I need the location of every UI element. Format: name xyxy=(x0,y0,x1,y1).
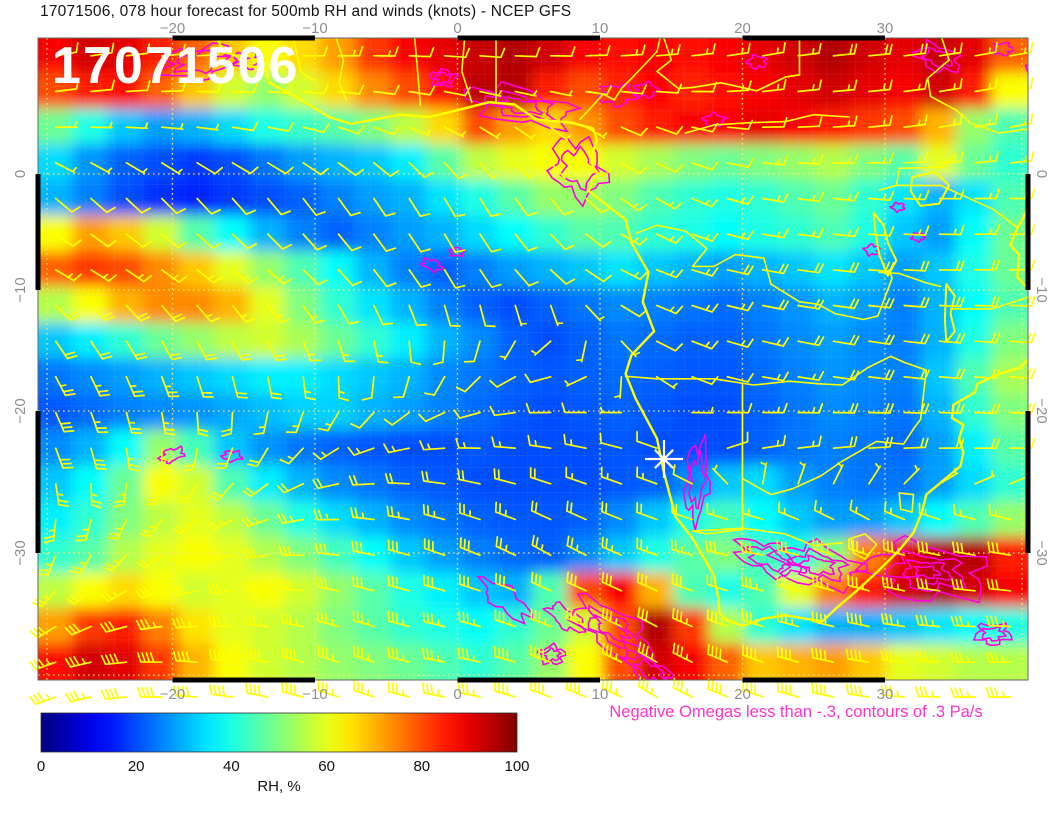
colorbar-tick-label: 80 xyxy=(413,758,430,775)
colorbar-tick-label: 20 xyxy=(128,758,145,775)
lat-tick-label-left: −10 xyxy=(12,277,29,302)
lat-tick-label-right: −10 xyxy=(1033,277,1050,302)
lon-tick-label-top: 30 xyxy=(877,20,894,37)
colorbar-tick-label: 40 xyxy=(223,758,240,775)
lon-tick-label-top: −20 xyxy=(160,20,185,37)
colorbar xyxy=(40,712,518,753)
colorbar-labels: 0 20 40 60 80 100 RH, % xyxy=(37,758,530,795)
lon-tick-label-bottom: −10 xyxy=(302,686,327,703)
lon-tick-label-bottom: 30 xyxy=(877,686,894,703)
site-marker-star xyxy=(645,440,683,478)
map-border-segments xyxy=(35,35,1031,683)
lon-tick-label-top: 20 xyxy=(734,20,751,37)
lat-tick-label-right: 0 xyxy=(1033,170,1050,178)
lon-tick-label-bottom: 10 xyxy=(592,686,609,703)
colorbar-title: RH, % xyxy=(257,778,300,795)
lon-tick-label-bottom: −20 xyxy=(160,686,185,703)
lat-tick-label-left: −20 xyxy=(12,398,29,423)
chart-title: 17071506, 078 hour forecast for 500mb RH… xyxy=(40,3,572,20)
colorbar-tick-label: 100 xyxy=(504,758,529,775)
run-timestamp-overlay: 17071506 xyxy=(52,37,300,95)
omega-annotation: Negative Omegas less than -.3, contours … xyxy=(609,703,983,721)
omega-contour-layer xyxy=(150,38,1028,680)
lon-tick-label-top: 10 xyxy=(592,20,609,37)
lon-tick-label-top: 0 xyxy=(453,20,461,37)
lon-tick-label-top: −10 xyxy=(302,20,327,37)
lat-tick-label-right: −30 xyxy=(1033,540,1050,565)
lon-tick-label-bottom: 0 xyxy=(453,686,461,703)
colorbar-tick-label: 60 xyxy=(318,758,335,775)
wind-barb-layer xyxy=(29,41,1036,706)
lat-tick-label-right: −20 xyxy=(1033,398,1050,423)
lat-tick-label-left: 0 xyxy=(12,170,29,178)
colorbar-tick-label: 0 xyxy=(37,758,45,775)
lon-tick-label-bottom: 20 xyxy=(734,686,751,703)
axis-tick-labels: −20 −20 −10 −10 0 0 10 10 20 20 30 30 0 0 −10 −10 −20 −20… xyxy=(12,20,1050,703)
lat-tick-label-left: −30 xyxy=(12,540,29,565)
